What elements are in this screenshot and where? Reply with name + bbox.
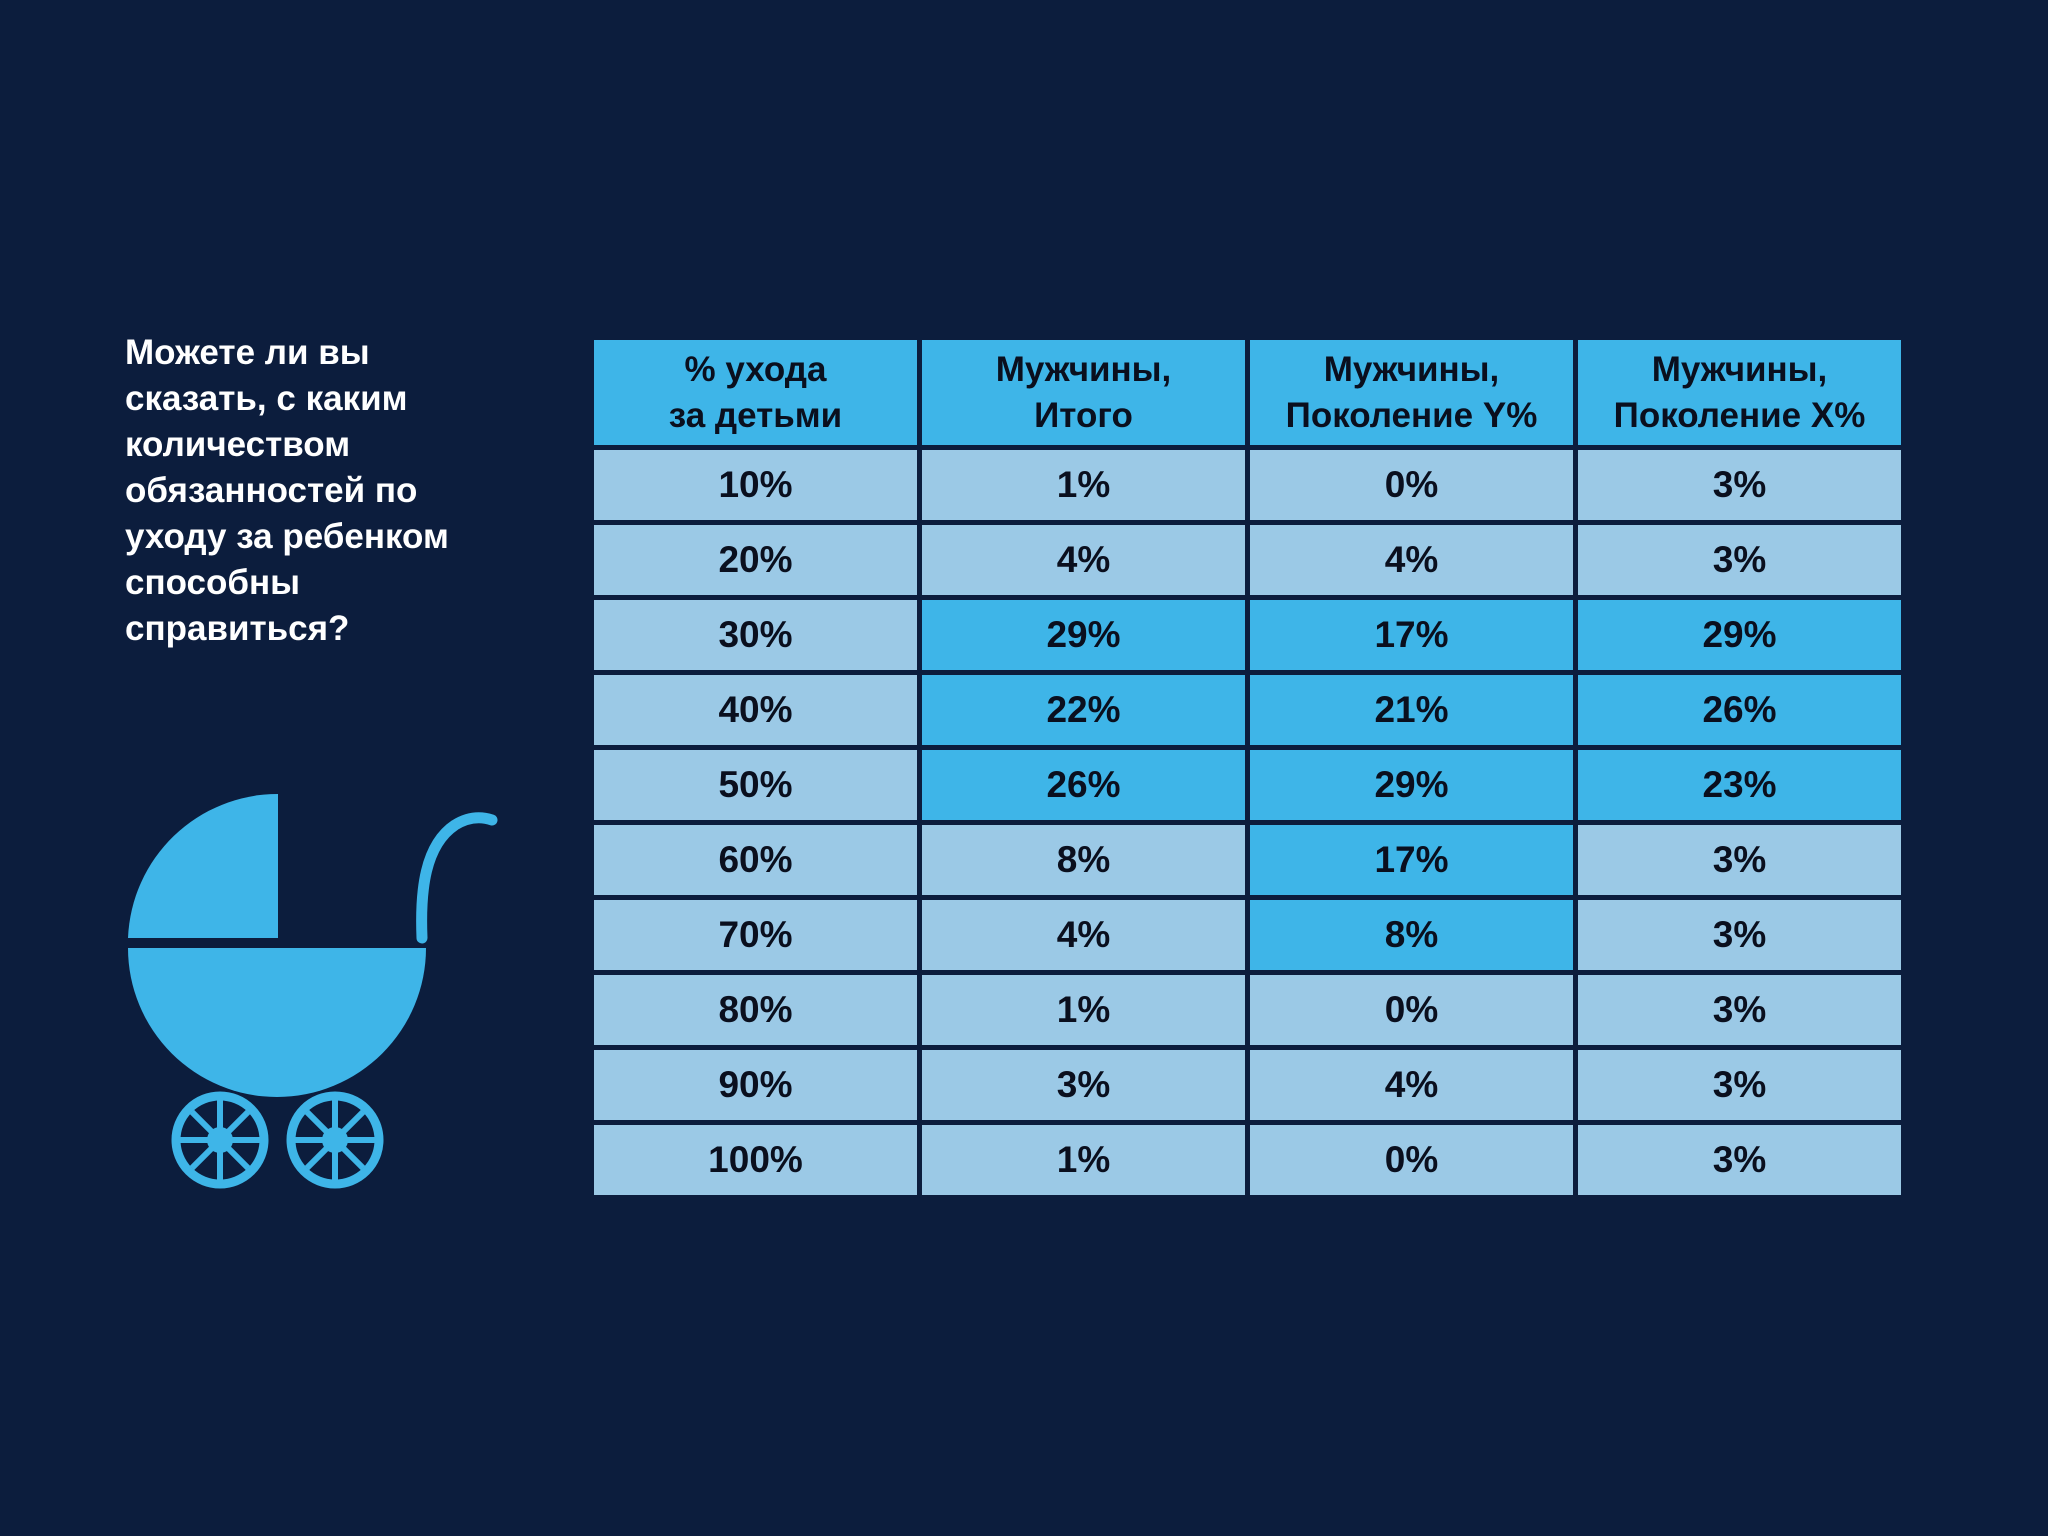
men-gen-x-cell: 23% xyxy=(1578,750,1901,820)
men-gen-x-cell: 3% xyxy=(1578,975,1901,1045)
care-share-cell: 30% xyxy=(594,600,917,670)
question-line: количеством xyxy=(125,425,351,464)
table-row: 50% 26% 29% 23% xyxy=(594,750,1901,820)
column-header-line: за детьми xyxy=(668,395,843,435)
men-total-cell: 4% xyxy=(922,525,1245,595)
care-share-cell: 100% xyxy=(594,1125,917,1195)
men-gen-x-cell: 3% xyxy=(1578,525,1901,595)
stroller-handle xyxy=(416,812,498,944)
care-share-cell: 20% xyxy=(594,525,917,595)
care-share-cell: 50% xyxy=(594,750,917,820)
men-total-cell: 26% xyxy=(922,750,1245,820)
men-gen-y-cell: 17% xyxy=(1250,825,1573,895)
men-gen-y-cell: 4% xyxy=(1250,1050,1573,1120)
care-share-cell: 10% xyxy=(594,450,917,520)
men-total-cell: 3% xyxy=(922,1050,1245,1120)
column-header-line: Мужчины, xyxy=(1323,349,1500,389)
men-gen-x-cell: 29% xyxy=(1578,600,1901,670)
men-total-cell: 4% xyxy=(922,900,1245,970)
men-gen-y-cell: 29% xyxy=(1250,750,1573,820)
care-share-cell: 80% xyxy=(594,975,917,1045)
care-share-cell: 70% xyxy=(594,900,917,970)
men-gen-x-cell: 26% xyxy=(1578,675,1901,745)
men-gen-x-cell: 3% xyxy=(1578,825,1901,895)
column-header-men-total: Мужчины, Итого xyxy=(922,340,1245,445)
table-row: 20% 4% 4% 3% xyxy=(594,525,1901,595)
data-table: % ухода за детьми Мужчины, Итого Мужчины… xyxy=(589,335,1906,1200)
men-gen-x-cell: 3% xyxy=(1578,1050,1901,1120)
table-row: 80% 1% 0% 3% xyxy=(594,975,1901,1045)
men-gen-y-cell: 4% xyxy=(1250,525,1573,595)
table-row: 40% 22% 21% 26% xyxy=(594,675,1901,745)
care-share-cell: 40% xyxy=(594,675,917,745)
care-share-cell: 60% xyxy=(594,825,917,895)
question-line: обязанностей по xyxy=(125,471,418,510)
question-line: справиться? xyxy=(125,609,350,648)
men-gen-y-cell: 21% xyxy=(1250,675,1573,745)
men-total-cell: 29% xyxy=(922,600,1245,670)
table-row: 10% 1% 0% 3% xyxy=(594,450,1901,520)
column-header-line: Поколение X% xyxy=(1613,395,1866,435)
men-total-cell: 1% xyxy=(922,1125,1245,1195)
baby-stroller-icon xyxy=(128,793,498,1189)
care-share-cell: 90% xyxy=(594,1050,917,1120)
column-header-line: Мужчины, xyxy=(1651,349,1828,389)
column-header-line: Поколение Y% xyxy=(1285,395,1538,435)
question-line: Можете ли вы xyxy=(125,333,370,372)
men-total-cell: 1% xyxy=(922,450,1245,520)
table-row: 90% 3% 4% 3% xyxy=(594,1050,1901,1120)
men-total-cell: 22% xyxy=(922,675,1245,745)
men-gen-x-cell: 3% xyxy=(1578,1125,1901,1195)
men-gen-y-cell: 0% xyxy=(1250,450,1573,520)
stroller-hood xyxy=(128,793,278,938)
stroller-wheel-right xyxy=(286,1091,384,1189)
men-total-cell: 8% xyxy=(922,825,1245,895)
column-header-line: % ухода xyxy=(684,349,827,389)
column-header-men-gen-x: Мужчины, Поколение X% xyxy=(1578,340,1901,445)
stroller-wheel-left xyxy=(171,1091,269,1189)
men-gen-x-cell: 3% xyxy=(1578,450,1901,520)
column-header-line: Мужчины, xyxy=(995,349,1172,389)
table-body: 10% 1% 0% 3% 20% 4% 4% 3% 30% 29% 17% 29% 40% 22% 21% 2… xyxy=(594,450,1901,1195)
men-gen-y-cell: 0% xyxy=(1250,1125,1573,1195)
men-gen-y-cell: 0% xyxy=(1250,975,1573,1045)
question-line: сказать, с каким xyxy=(125,379,408,418)
table-row: 60% 8% 17% 3% xyxy=(594,825,1901,895)
question-line: уходу за ребенком xyxy=(125,517,449,556)
question-text: Можете ли вы сказать, с каким количество… xyxy=(125,330,525,652)
column-header-line: Итого xyxy=(1034,395,1133,435)
column-header-care-share: % ухода за детьми xyxy=(594,340,917,445)
table-row: 30% 29% 17% 29% xyxy=(594,600,1901,670)
column-header-men-gen-y: Мужчины, Поколение Y% xyxy=(1250,340,1573,445)
men-total-cell: 1% xyxy=(922,975,1245,1045)
table-row: 100% 1% 0% 3% xyxy=(594,1125,1901,1195)
table-header-row: % ухода за детьми Мужчины, Итого Мужчины… xyxy=(594,340,1901,445)
table-row: 70% 4% 8% 3% xyxy=(594,900,1901,970)
men-gen-y-cell: 17% xyxy=(1250,600,1573,670)
stroller-basket xyxy=(128,948,426,1097)
men-gen-y-cell: 8% xyxy=(1250,900,1573,970)
question-line: способны xyxy=(125,563,301,602)
men-gen-x-cell: 3% xyxy=(1578,900,1901,970)
